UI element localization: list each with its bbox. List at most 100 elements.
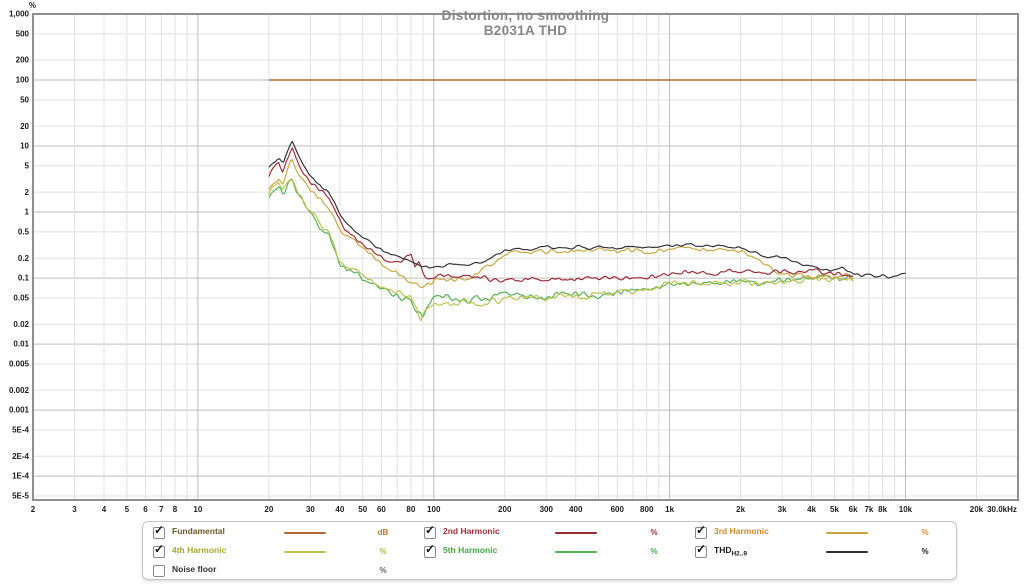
noise-floor-checkbox[interactable]: ✓: [153, 564, 165, 577]
check-icon: ✓: [154, 541, 165, 556]
x-tick-label: 10: [193, 505, 202, 514]
y-tick-label: 0.05: [13, 294, 29, 303]
y-tick-label: 0.005: [9, 360, 30, 369]
x-tick-label: 2: [31, 505, 36, 514]
check-icon: ✓: [425, 522, 436, 537]
x-tick-label: 8: [173, 505, 178, 514]
x-tick-label: 3k: [778, 505, 787, 514]
x-tick-label: 800: [640, 505, 654, 514]
chart-subtitle: B2031A THD: [483, 23, 568, 38]
y-tick-label: 1E-4: [12, 472, 29, 481]
legend-item-thd: ✓ THDH2..9 %: [685, 542, 956, 561]
x-tick-label: 600: [611, 505, 625, 514]
chart-title-block: Distortion, no smoothing B2031A THD: [33, 8, 1018, 38]
x-tick-label: 3: [72, 505, 77, 514]
legend-unit: dB: [377, 528, 389, 537]
legend-label: 3rd Harmonic: [714, 526, 769, 537]
x-tick-label: 4k: [807, 505, 816, 514]
curve-4th-harmonic: [268, 179, 854, 322]
x-tick-label: 7: [159, 505, 164, 514]
y-tick-label: 20: [20, 122, 29, 131]
distortion-chart: 1,000 500 200 100 50 20 10 5 2 1 0.5 0.2 0.1 0.05 0.02…: [9, 10, 1019, 514]
fundamental-checkbox[interactable]: ✓: [153, 522, 165, 539]
legend-item-noise-floor: ✓ Noise floor %: [143, 561, 414, 580]
y-tick-label: 0.01: [13, 340, 29, 349]
y-tick-label: 200: [16, 56, 30, 65]
x-tick-label: 30.0kHz: [987, 505, 1017, 514]
legend-label: 4th Harmonic: [172, 545, 227, 556]
legend-unit: %: [650, 547, 658, 556]
x-tick-label: 30: [306, 505, 315, 514]
legend-item-3rd-harmonic: ✓ 3rd Harmonic %: [685, 523, 956, 542]
y-tick-label: 50: [20, 95, 29, 104]
legend-line-swatch: [826, 531, 868, 534]
y-tick-label: 0.5: [18, 228, 30, 237]
check-icon: ✓: [154, 522, 165, 537]
x-tick-label: 10k: [899, 505, 913, 514]
check-icon: ✓: [696, 522, 707, 537]
x-tick-label: 100: [427, 505, 441, 514]
legend-panel: ✓ Fundamental dB ✓ 2nd Harmonic % ✓ 3rd …: [142, 521, 957, 580]
y-tick-label: 5E-4: [12, 426, 29, 435]
y-tick-label: 500: [16, 29, 30, 38]
y-axis-unit-label: %: [28, 1, 36, 10]
x-tick-label: 20: [264, 505, 273, 514]
x-tick-label: 60: [377, 505, 386, 514]
legend-item-4th-harmonic: ✓ 4th Harmonic %: [143, 542, 414, 561]
check-icon: ✓: [696, 541, 707, 556]
3rd-harmonic-checkbox[interactable]: ✓: [695, 522, 707, 539]
check-icon: ✓: [425, 541, 436, 556]
4th-harmonic-checkbox[interactable]: ✓: [153, 541, 165, 558]
thd-checkbox[interactable]: ✓: [695, 541, 707, 558]
x-tick-label: 5: [125, 505, 130, 514]
x-tick-label: 8k: [878, 505, 887, 514]
y-tick-label: 0.001: [9, 406, 30, 415]
x-tick-label: 5k: [830, 505, 839, 514]
legend-label: 2nd Harmonic: [443, 526, 500, 537]
x-tick-label: 20k: [970, 505, 984, 514]
y-tick-label: 2E-4: [12, 452, 29, 461]
legend-line-swatch: [284, 531, 326, 534]
legend-item-5th-harmonic: ✓ 5th Harmonic %: [414, 542, 685, 561]
legend-line-swatch: [555, 550, 597, 553]
legend-line-swatch: [284, 550, 326, 553]
legend-unit: %: [921, 547, 929, 556]
legend-line-swatch: [826, 550, 868, 553]
legend-unit: %: [650, 528, 658, 537]
x-tick-label: 2k: [736, 505, 745, 514]
y-tick-label: 1,000: [9, 10, 30, 19]
5th-harmonic-checkbox[interactable]: ✓: [424, 541, 436, 558]
legend-item-2nd-harmonic: ✓ 2nd Harmonic %: [414, 523, 685, 542]
x-tick-label: 1k: [665, 505, 674, 514]
y-tick-label: 0.2: [18, 254, 30, 263]
x-tick-label: 6k: [849, 505, 858, 514]
legend-unit: %: [379, 566, 387, 575]
curve-thd: [268, 140, 906, 279]
chart-title: Distortion, no smoothing: [441, 8, 610, 23]
y-tick-label: 2: [25, 188, 30, 197]
curve-3rd-harmonic: [268, 158, 854, 288]
y-tick-label: 10: [20, 142, 29, 151]
legend-unit: %: [921, 528, 929, 537]
x-tick-label: 6: [143, 505, 148, 514]
curve-2nd-harmonic: [268, 147, 854, 283]
legend-label: Noise floor: [172, 564, 217, 575]
legend-label: Fundamental: [172, 526, 225, 537]
y-tick-label: 100: [16, 76, 30, 85]
x-tick-label: 200: [498, 505, 512, 514]
x-tick-label: 40: [335, 505, 344, 514]
y-tick-label: 5E-5: [12, 492, 29, 501]
legend-line-swatch: [555, 531, 597, 534]
y-tick-label: 1: [25, 208, 30, 217]
y-tick-label: 0.002: [9, 386, 30, 395]
legend-unit: %: [379, 547, 387, 556]
y-tick-label: 0.02: [13, 320, 29, 329]
x-tick-label: 4: [102, 505, 107, 514]
legend-label: THDH2..9: [714, 545, 748, 558]
x-tick-label: 300: [540, 505, 554, 514]
x-tick-label: 400: [569, 505, 583, 514]
2nd-harmonic-checkbox[interactable]: ✓: [424, 522, 436, 539]
y-tick-label: 5: [25, 162, 30, 171]
plot-border: [32, 13, 1019, 501]
